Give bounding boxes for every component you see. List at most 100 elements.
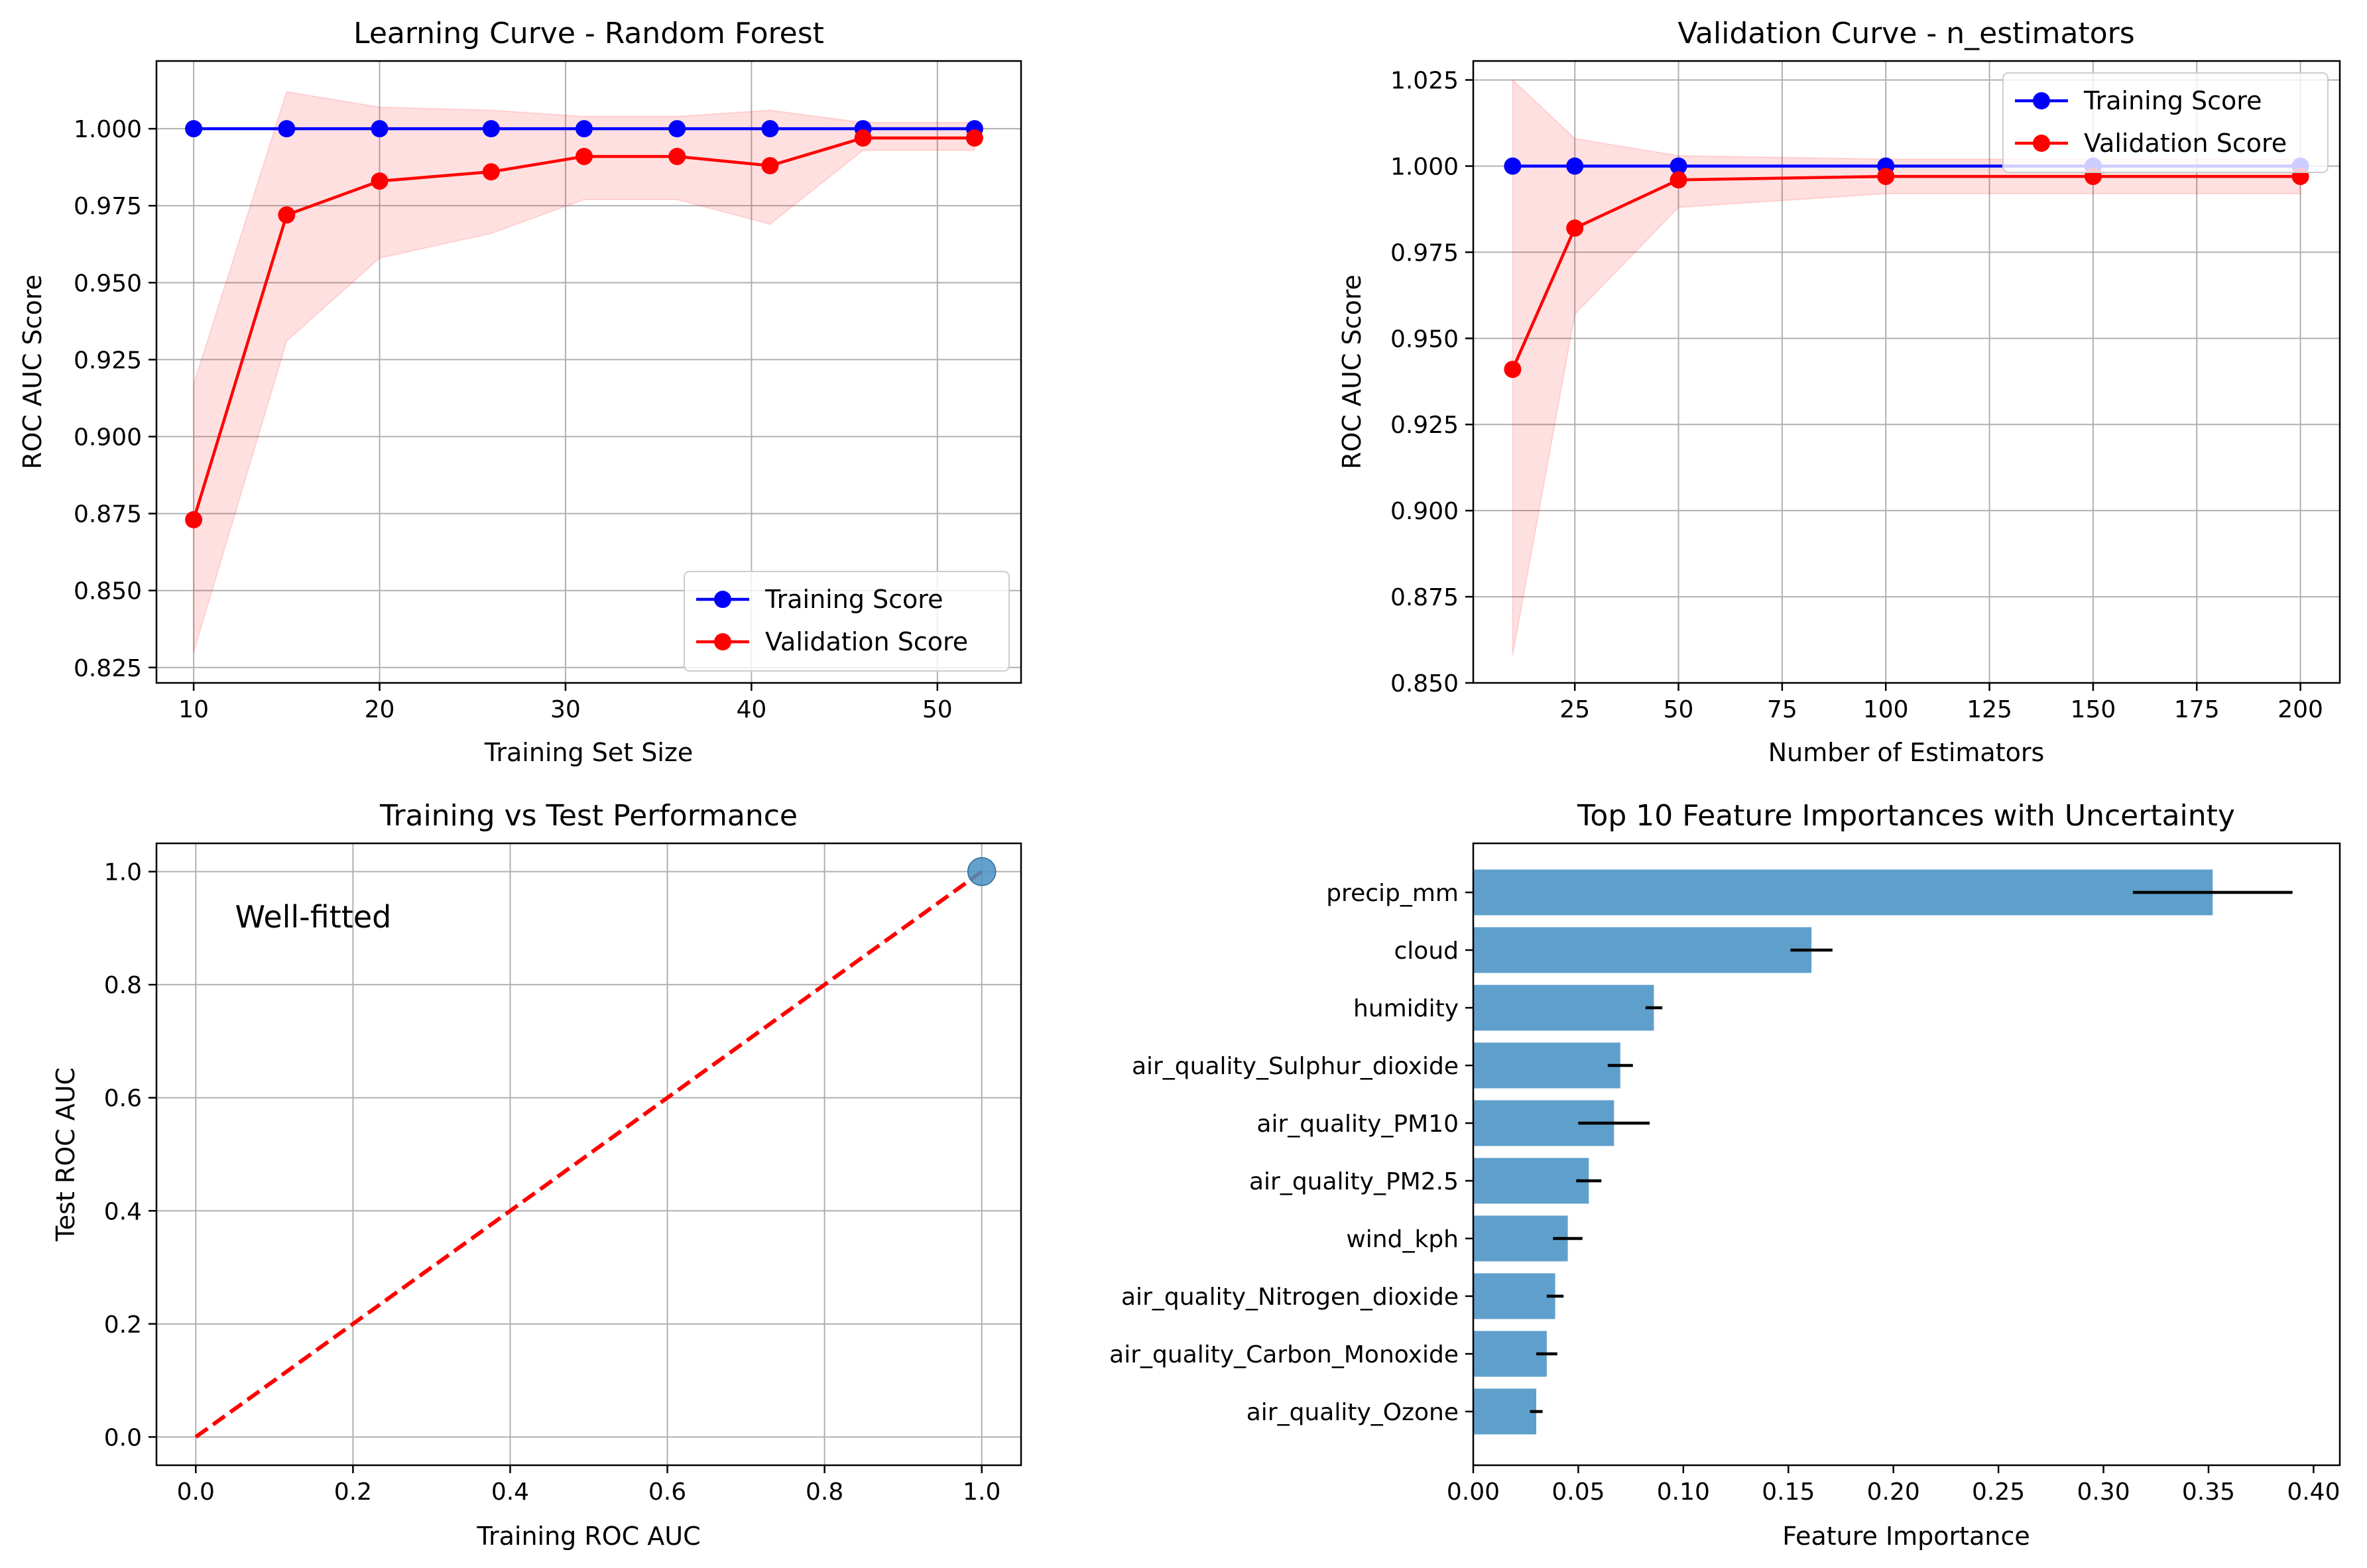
learning-curve-y-tick-label: 1.000 — [74, 116, 142, 143]
learning-curve-training-score-point — [575, 120, 593, 138]
train-test-y-tick-label: 1.0 — [104, 859, 142, 886]
feature-importance-x-tick-label: 0.40 — [2287, 1478, 2340, 1506]
learning-curve-legend-training-score-label: Training Score — [764, 585, 943, 614]
validation-curve-legend: Training Score Validation Score — [2002, 72, 2329, 173]
learning-curve-series — [185, 120, 983, 528]
learning-curve-validation-score-point — [185, 511, 203, 528]
learning-curve-x-tick-label: 10 — [178, 696, 209, 723]
validation-curve-y-tick-label: 0.900 — [1390, 498, 1459, 525]
learning-curve-validation-score-point — [575, 147, 593, 165]
learning-curve-validation-score-point — [278, 206, 296, 224]
learning-curve-x-axis-label: Training Set Size — [484, 738, 694, 767]
validation-curve-y-tick-label: 1.025 — [1390, 68, 1459, 95]
feature-importance-bar — [1473, 1273, 1555, 1319]
train-test-y-tick-label: 0.6 — [104, 1085, 142, 1113]
validation-curve-x-tick-label: 25 — [1559, 696, 1590, 723]
feature-importance-category-label: air_quality_Ozone — [1246, 1399, 1459, 1426]
validation-curve-legend-validation-score-marker — [2033, 135, 2050, 152]
train-test-x-tick-label: 1.0 — [963, 1478, 1001, 1506]
learning-curve-legend-box — [684, 571, 1010, 672]
validation-curve-confidence-band — [1512, 78, 2301, 656]
learning-curve-y-tick-label: 0.825 — [74, 655, 142, 682]
validation-curve-x-tick-label: 50 — [1664, 696, 1694, 723]
validation-curve-validation-score-point — [1566, 219, 1584, 237]
validation-curve-validation-score-point — [1504, 361, 1522, 379]
learning-curve-training-score-point — [371, 120, 389, 138]
feature-importance-bar — [1473, 1388, 1537, 1435]
learning-curve-y-tick-label: 0.850 — [74, 578, 142, 605]
learning-curve-validation-score-point — [854, 129, 872, 147]
feature-importance-category-label: air_quality_Nitrogen_dioxide — [1121, 1284, 1459, 1311]
feature-importance-x-tick-label: 0.30 — [2077, 1478, 2130, 1506]
train-test-grid — [156, 843, 1021, 1465]
validation-curve-y-axis-label: ROC AUC Score — [1337, 274, 1366, 469]
validation-curve-legend-training-score-label: Training Score — [2083, 86, 2262, 115]
validation-curve-legend-training-score-marker — [2033, 92, 2050, 109]
learning-curve-y-tick-label: 0.900 — [74, 424, 142, 452]
feature-importance-x-tick-label: 0.00 — [1447, 1478, 1500, 1506]
learning-curve-legend-validation-score-label: Validation Score — [765, 627, 968, 656]
learning-curve-y-tick-label: 0.975 — [74, 193, 142, 220]
train-test-point — [967, 857, 997, 886]
learning-curve-validation-score-point — [668, 147, 686, 165]
learning-curve-panel: Learning Curve - Random Forest 10 20 30 40 5… — [18, 17, 1022, 767]
validation-curve-band — [1512, 78, 2301, 656]
train-test-marks — [194, 857, 997, 1439]
validation-curve-training-score-point — [1504, 157, 1522, 175]
feature-importance-bar — [1473, 1215, 1568, 1262]
feature-importance-x-tick-label: 0.35 — [2182, 1478, 2235, 1506]
validation-curve-plot-frame — [1472, 60, 2341, 684]
feature-importance-plot-frame — [1472, 842, 2341, 1467]
learning-curve-validation-score-point — [761, 156, 779, 174]
validation-curve-y-tick-label: 0.875 — [1390, 584, 1459, 611]
feature-importance-title: Top 10 Feature Importances with Uncertai… — [1577, 799, 2235, 833]
feature-importance-category-label: wind_kph — [1346, 1226, 1459, 1253]
validation-curve-y-tick-label: 0.925 — [1390, 412, 1459, 439]
feature-importance-x-tick-label: 0.25 — [1972, 1478, 2025, 1506]
feature-importance-category-label: precip_mm — [1326, 880, 1459, 907]
validation-curve-y-tick-label: 0.950 — [1390, 326, 1459, 353]
feature-importance-bars — [1473, 869, 2293, 1435]
validation-curve-panel: Validation Curve - n_estimators 25 50 75 10… — [1337, 17, 2341, 767]
validation-curve-x-axis-label: Number of Estimators — [1768, 738, 2045, 767]
learning-curve-training-score-point — [668, 120, 686, 138]
train-test-y-tick-label: 0.2 — [104, 1311, 142, 1339]
feature-importance-category-label: air_quality_Carbon_Monoxide — [1109, 1341, 1459, 1368]
feature-importance-panel: Top 10 Feature Importances with Uncertai… — [1109, 799, 2341, 1551]
validation-curve-y-tick-label: 1.000 — [1390, 153, 1459, 180]
validation-curve-y-tick-label: 0.975 — [1390, 239, 1459, 267]
validation-curve-x-tick-label: 75 — [1767, 696, 1797, 723]
validation-curve-x-tick-label: 125 — [1967, 696, 2012, 723]
learning-curve-ticks: 10 20 30 40 50 0.825 0.850 0.875 0.900 0.925 0.950… — [74, 116, 953, 723]
train-test-y-tick-label: 0.0 — [104, 1424, 142, 1451]
learning-curve-x-tick-label: 50 — [922, 696, 953, 723]
learning-curve-y-tick-label: 0.925 — [74, 347, 142, 374]
learning-curve-x-tick-label: 40 — [736, 696, 766, 723]
learning-curve-x-tick-label: 20 — [365, 696, 395, 723]
validation-curve-x-tick-label: 175 — [2174, 696, 2220, 723]
train-test-x-tick-label: 0.6 — [648, 1478, 686, 1506]
train-test-title: Training vs Test Performance — [379, 799, 798, 833]
train-test-x-tick-label: 0.2 — [334, 1478, 372, 1506]
feature-importance-category-label: humidity — [1353, 995, 1459, 1022]
feature-importance-bar — [1473, 985, 1654, 1031]
feature-importance-category-label: cloud — [1394, 937, 1459, 965]
learning-curve-training-score-point — [761, 120, 779, 138]
learning-curve-band — [193, 91, 975, 652]
validation-curve-legend-validation-score-label: Validation Score — [2084, 129, 2287, 158]
train-test-x-axis-label: Training ROC AUC — [476, 1522, 700, 1551]
validation-curve-x-tick-label: 100 — [1863, 696, 1909, 723]
train-test-x-tick-label: 0.8 — [806, 1478, 843, 1506]
learning-curve-confidence-band — [193, 91, 975, 652]
learning-curve-validation-score-point — [965, 129, 983, 147]
learning-curve-legend: Training Score Validation Score — [684, 571, 1010, 672]
feature-importance-bar — [1473, 869, 2213, 916]
feature-importance-x-tick-label: 0.10 — [1657, 1478, 1710, 1506]
train-test-y-axis-label: Test ROC AUC — [51, 1067, 80, 1242]
train-test-panel: Training vs Test Performance 0.0 0.2 0.4 0.… — [51, 799, 1022, 1551]
learning-curve-y-tick-label: 0.875 — [74, 501, 142, 528]
validation-curve-training-score-point — [1669, 157, 1687, 175]
feature-importance-x-tick-label: 0.20 — [1867, 1478, 1920, 1506]
learning-curve-validation-score-point — [482, 163, 500, 181]
feature-importance-bar — [1473, 927, 1812, 973]
